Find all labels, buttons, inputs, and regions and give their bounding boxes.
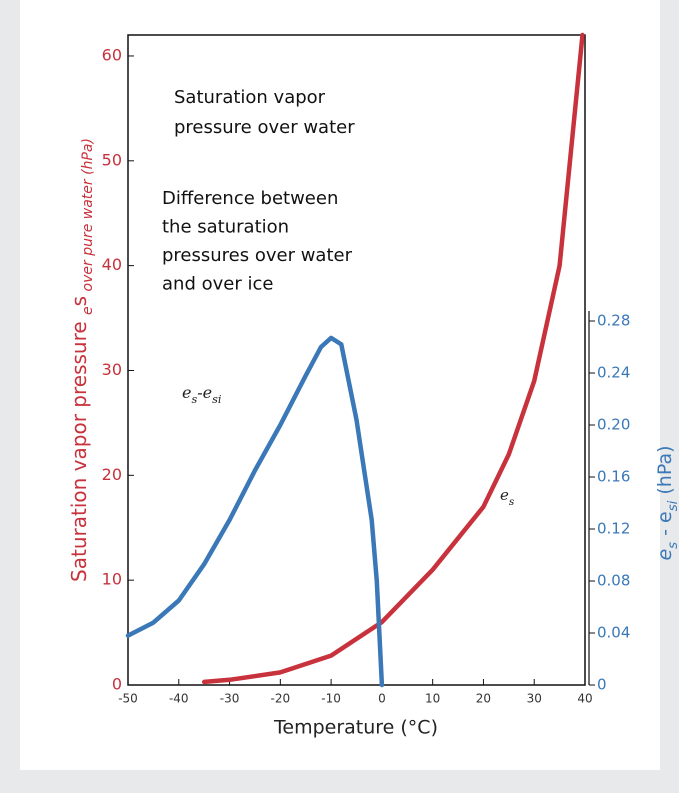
y-tick-label: 30 bbox=[102, 360, 122, 379]
x-tick-label: 40 bbox=[577, 692, 592, 706]
y2-tick-label: 0.08 bbox=[597, 572, 630, 590]
x-tick-label: -10 bbox=[321, 692, 341, 706]
x-axis-label: Temperature (°C) bbox=[273, 717, 438, 739]
label-part: -e bbox=[197, 383, 212, 402]
x-tick-label: -50 bbox=[118, 692, 138, 706]
x-tick-label: 0 bbox=[378, 692, 386, 706]
y2-tick-label: 0 bbox=[597, 676, 607, 694]
y2-tick-label: 0.16 bbox=[597, 468, 630, 486]
annotation: Saturation vapor bbox=[174, 87, 326, 108]
annotation: Difference between bbox=[162, 188, 338, 209]
x-tick-label: -20 bbox=[271, 692, 291, 706]
label-part: si bbox=[212, 393, 222, 406]
y2-tick-label: 0.04 bbox=[597, 624, 630, 642]
x-tick-label: -40 bbox=[169, 692, 189, 706]
label-part: e bbox=[654, 549, 676, 561]
annotation: pressures over water bbox=[162, 245, 353, 266]
label-part: e bbox=[182, 383, 191, 402]
label-part: e bbox=[500, 486, 509, 504]
y-tick-label: 20 bbox=[102, 465, 122, 484]
x-tick-label: -30 bbox=[220, 692, 240, 706]
annotation: pressure over water bbox=[174, 117, 355, 138]
y2-tick-label: 0.20 bbox=[597, 416, 630, 434]
x-tick-label: 20 bbox=[476, 692, 491, 706]
label-part: s bbox=[67, 296, 91, 306]
label-part: (hPa) bbox=[654, 445, 676, 500]
annotation: and over ice bbox=[162, 274, 273, 295]
label-part: over pure water (hPa) bbox=[80, 138, 96, 296]
y2-tick-label: 0.12 bbox=[597, 520, 630, 538]
panel bbox=[20, 0, 660, 770]
label-part: e bbox=[80, 306, 96, 315]
label-part: Saturation vapor pressure bbox=[67, 315, 91, 582]
y2-tick-label: 0.28 bbox=[597, 312, 630, 330]
y-tick-label: 40 bbox=[102, 255, 122, 274]
x-tick-label: 30 bbox=[527, 692, 542, 706]
label-part: - e bbox=[654, 511, 676, 542]
x-tick-label: 10 bbox=[425, 692, 440, 706]
annotation: the saturation bbox=[162, 217, 289, 238]
label-part: s bbox=[509, 496, 515, 508]
y-tick-label: 60 bbox=[102, 45, 122, 64]
y-tick-label: 50 bbox=[102, 150, 122, 169]
y-tick-label: 10 bbox=[102, 570, 122, 589]
label-part: si bbox=[666, 500, 679, 511]
y-tick-label: 0 bbox=[112, 675, 122, 694]
y2-tick-label: 0.24 bbox=[597, 364, 630, 382]
